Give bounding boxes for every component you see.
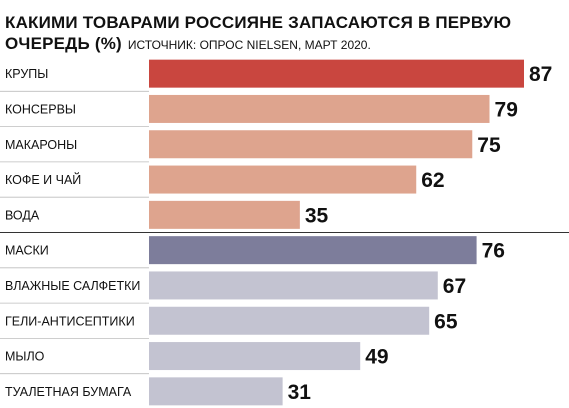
category-label: КРУПЫ	[5, 67, 48, 81]
bar	[149, 342, 361, 371]
category-label: ВЛАЖНЫЕ САЛФЕТКИ	[5, 279, 140, 293]
category-label: ГЕЛИ-АНТИСЕПТИКИ	[5, 314, 135, 328]
bar	[149, 271, 438, 300]
source-note: ИСТОЧНИК: ОПРОС NIELSEN, МАРТ 2020.	[127, 38, 371, 52]
value-label: 65	[434, 310, 458, 333]
bar	[149, 306, 430, 335]
bar	[149, 165, 417, 194]
category-label: ТУАЛЕТНАЯ БУМАГА	[5, 385, 132, 399]
value-label: 75	[477, 134, 501, 157]
category-label: КОФЕ И ЧАЙ	[5, 172, 81, 187]
bar	[149, 377, 283, 406]
category-label: МАСКИ	[5, 244, 49, 258]
chart-title: КАКИМИ ТОВАРАМИ РОССИЯНЕ ЗАПАСАЮТСЯ В ПЕ…	[5, 12, 565, 56]
title-line-2-text: ОЧЕРЕДЬ (%)	[5, 34, 122, 53]
value-label: 35	[305, 204, 329, 227]
value-label: 49	[365, 346, 388, 369]
title-line-1: КАКИМИ ТОВАРАМИ РОССИЯНЕ ЗАПАСАЮТСЯ В ПЕ…	[5, 13, 512, 32]
value-label: 87	[529, 63, 552, 86]
bar	[149, 59, 524, 88]
category-label: МАКАРОНЫ	[5, 138, 77, 152]
bar	[149, 94, 490, 123]
value-label: 62	[421, 169, 444, 192]
value-label: 67	[443, 275, 466, 298]
category-label: ВОДА	[5, 208, 40, 222]
category-label: КОНСЕРВЫ	[5, 102, 76, 116]
value-label: 31	[288, 381, 312, 404]
bar	[149, 236, 477, 265]
bar	[149, 130, 473, 159]
value-label: 79	[495, 98, 518, 121]
value-label: 76	[482, 240, 505, 263]
category-label: МЫЛО	[5, 350, 45, 364]
bar	[149, 200, 300, 229]
title-line-2: ОЧЕРЕДЬ (%) ИСТОЧНИК: ОПРОС NIELSEN, МАРТ…	[5, 33, 565, 56]
